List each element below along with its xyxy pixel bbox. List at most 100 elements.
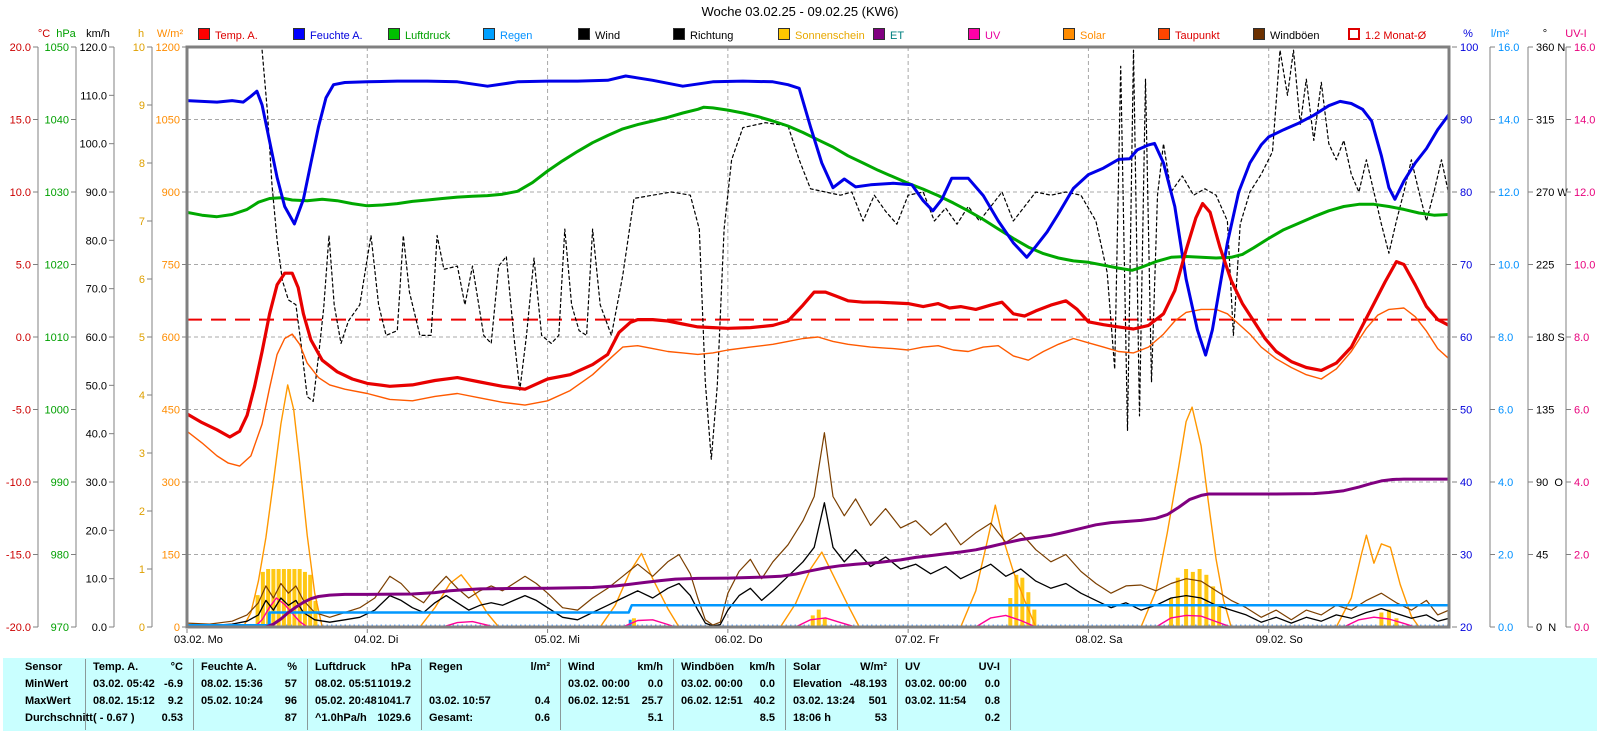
table-value-date: 03.02. 13:24 (793, 695, 855, 707)
table-background (3, 658, 1597, 731)
legend-swatch-icon (673, 28, 685, 40)
tick-label: 2.0 (1574, 550, 1589, 562)
axis-dir: 360 N 315 270 W 225 180 S 135 90 O 45 0 N (1527, 42, 1568, 634)
plot-area (187, 47, 1449, 627)
axis-header-press: hPa (56, 28, 76, 40)
series-luftdruck (187, 105, 1449, 272)
tick-label: -20.0 (6, 622, 31, 634)
legend-item-taupunkt: Taupunkt (1158, 28, 1220, 42)
legend-swatch-icon (1063, 28, 1075, 40)
tick-label: 60 (1460, 332, 1472, 344)
tick-label: 1050 (45, 42, 69, 54)
tick-label: 2.0 (1498, 550, 1513, 562)
table-separator (307, 659, 308, 730)
tick-label: 270 W (1536, 187, 1568, 199)
tick-label: 70 (1460, 260, 1472, 272)
table-col-name: Solar (793, 661, 821, 673)
tick-label: 135 (1536, 405, 1554, 417)
tick-label: 4 (139, 390, 145, 402)
table-value-number: 0.2 (984, 712, 1000, 724)
legend-swatch-icon (1158, 28, 1170, 40)
tick-label: 8 (139, 158, 145, 170)
x-label: 09.02. So (1256, 634, 1303, 646)
axis-header-dir: ° (1542, 28, 1548, 40)
table-value-date: 03.02. 00:00 (568, 678, 630, 690)
tick-label: 1020 (45, 260, 69, 272)
tick-label: 90 O (1536, 477, 1563, 489)
table-value-date: 03.02. 10:57 (429, 695, 491, 707)
tick-label: -5.0 (12, 405, 31, 417)
tick-label: -10.0 (6, 477, 31, 489)
legend-item-feuchte-a-: Feuchte A. (293, 28, 363, 42)
tick-label: 40.0 (86, 429, 107, 441)
tick-label: 20 (1460, 622, 1472, 634)
axis-header-solar: W/m² (156, 28, 184, 40)
series-solar (187, 384, 1449, 627)
x-label: 04.02. Di (354, 634, 398, 646)
table-value-number: 57 (284, 678, 297, 690)
legend-label: Taupunkt (1175, 30, 1220, 42)
x-label: 05.02. Mi (535, 634, 580, 646)
legend-swatch-icon (198, 28, 210, 40)
table-separator (560, 659, 561, 730)
series-uv (187, 597, 1449, 627)
table-value-date: 08.02. 05:51 (315, 678, 377, 690)
tick-label: 30.0 (86, 477, 107, 489)
legend-item-luftdruck: Luftdruck (388, 28, 450, 42)
table-separator (193, 659, 194, 730)
table-col-unit: % (287, 661, 297, 673)
table-col-unit: km/h (749, 661, 775, 673)
tick-label: 10.0 (1498, 260, 1519, 272)
table-value-date: 03.02. 11:54 (905, 695, 967, 707)
tick-label: 16.0 (1498, 42, 1519, 54)
axis-header-uv: UV-I (1565, 28, 1587, 40)
table-value-date: 03.02. 00:00 (905, 678, 967, 690)
table-value-date: 08.02. 15:36 (201, 678, 263, 690)
axis-temp: 20.0 15.0 10.0 5.0 0.0 -5.0 -10.0 -15.0 -20.0 (6, 42, 39, 634)
axis-header-windspd: km/h (86, 28, 110, 40)
legend-item-et: ET (873, 28, 904, 42)
x-label: 08.02. Sa (1075, 634, 1123, 646)
tick-label: 970 (51, 622, 69, 634)
legend-label: Regen (500, 30, 533, 42)
tick-label: 300 (162, 477, 180, 489)
table-value-number: 0.8 (984, 695, 1000, 707)
table-value-number: -6.9 (164, 678, 183, 690)
table-separator (1010, 659, 1011, 730)
legend-label: 1.2 Monat-Ø (1365, 30, 1427, 42)
tick-label: 80.0 (86, 235, 107, 247)
table-col-unit: °C (170, 661, 183, 673)
tick-label: 6.0 (1498, 405, 1513, 417)
table-value-number: 0.6 (534, 712, 550, 724)
tick-label: 5 (139, 332, 145, 344)
table-col-name: Windböen (681, 661, 735, 673)
table-value-number: 9.2 (167, 695, 183, 707)
tick-label: 0 (139, 622, 145, 634)
tick-label: 8.0 (1498, 332, 1513, 344)
table-separator (85, 659, 86, 730)
table-col-name: Wind (568, 661, 595, 673)
legend-item-temp-a-: Temp. A. (198, 28, 258, 42)
legend-item-1-2-monat-: 1.2 Monat-Ø (1348, 28, 1427, 42)
table-value-date: 05.02. 10:24 (201, 695, 263, 707)
tick-label: 225 (1536, 260, 1554, 272)
table-value-number: -48.193 (849, 678, 887, 690)
legend-label: Feuchte A. (310, 30, 363, 42)
tick-label: 900 (162, 187, 180, 199)
table-value-number: 0.0 (759, 678, 775, 690)
table-value-date: ( - 0.67 ) (93, 712, 135, 724)
table-value-number: 5.1 (647, 712, 663, 724)
tick-label: 45 (1536, 550, 1548, 562)
tick-label: 30 (1460, 550, 1472, 562)
table-value-date: ^1.0hPa/h (315, 712, 367, 724)
tick-label: 10.0 (1574, 260, 1595, 272)
table-value-date: Gesamt: (429, 712, 474, 724)
table-col-name: Regen (429, 661, 463, 673)
tick-label: 750 (162, 260, 180, 272)
table-row-label: Durchschnitt (25, 712, 93, 724)
tick-label: 1050 (156, 115, 180, 127)
tick-label: 90.0 (86, 187, 107, 199)
tick-label: 16.0 (1574, 42, 1595, 54)
